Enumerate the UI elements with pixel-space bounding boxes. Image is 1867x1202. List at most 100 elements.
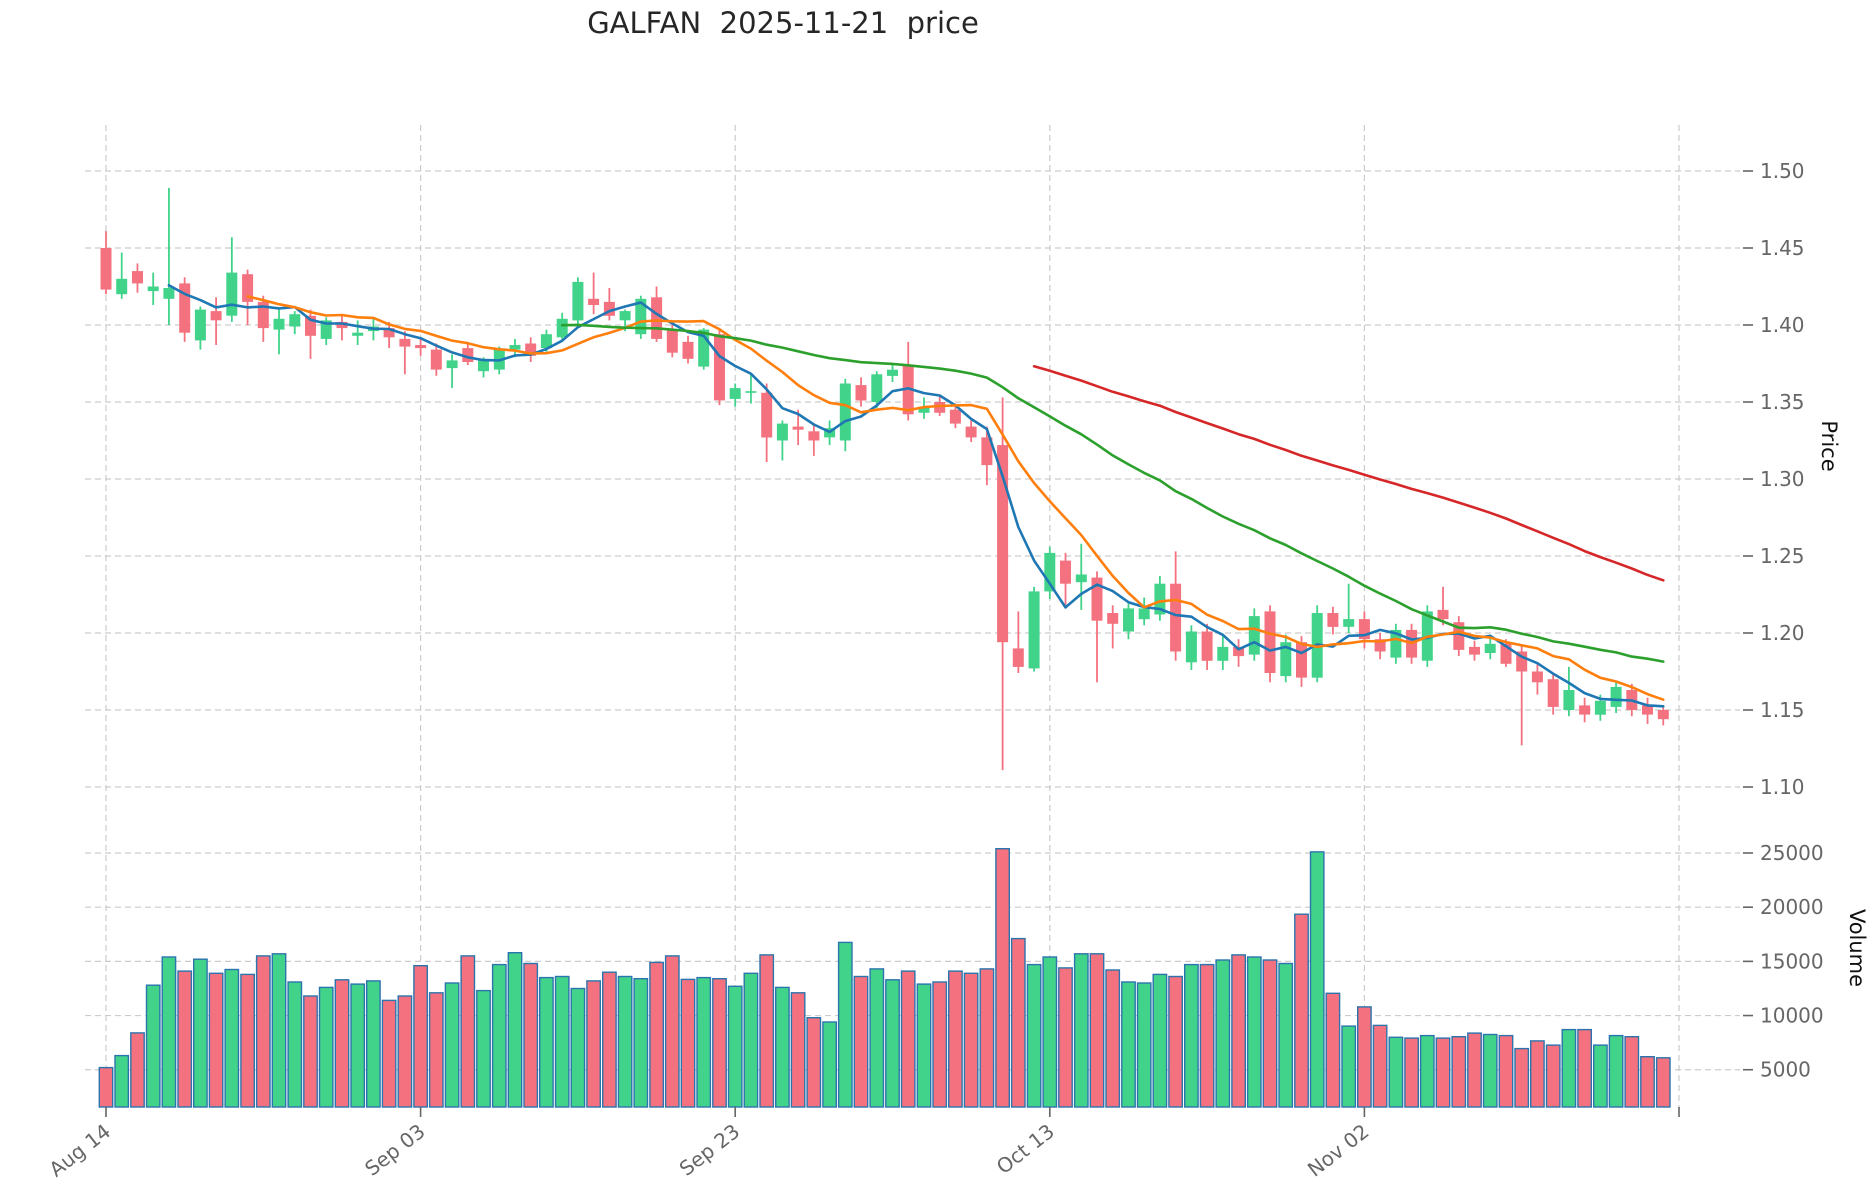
volume-bar <box>397 995 413 1108</box>
volume-bar <box>963 972 979 1108</box>
candle-body <box>997 445 1009 643</box>
volume-bar <box>1655 1057 1671 1108</box>
x-tick-label: Sep 23 <box>675 1119 745 1181</box>
candle-body <box>336 321 348 329</box>
volume-bar <box>1592 1044 1608 1108</box>
volume-bar <box>1058 967 1073 1108</box>
candle-body <box>1028 591 1040 669</box>
candle-body <box>682 341 694 359</box>
volume-bar <box>271 953 287 1108</box>
candle-body <box>1453 622 1465 650</box>
volume-bar <box>1136 982 1152 1108</box>
chart-title: GALFAN 2025-11-21 price <box>587 6 979 40</box>
candle-body <box>1657 710 1669 720</box>
candle-body <box>666 329 678 353</box>
candle-body <box>588 298 600 305</box>
candle-body <box>132 271 143 284</box>
volume-bar <box>381 999 397 1108</box>
volume-bar <box>161 956 177 1108</box>
moving-average-lines <box>167 284 1665 708</box>
ma-line-30 <box>560 323 1665 663</box>
candle-body <box>792 426 804 430</box>
candle-body <box>462 348 474 362</box>
volume-bar <box>1498 1034 1514 1108</box>
volume-bar <box>1561 1028 1577 1108</box>
candle-body <box>1201 631 1213 661</box>
candle-body <box>981 437 993 466</box>
candle-body <box>729 388 741 399</box>
volume-bar <box>1325 992 1341 1108</box>
volume-tick-label: 10000 <box>1760 1004 1824 1028</box>
volume-bar <box>303 995 318 1108</box>
candle-body <box>399 338 411 347</box>
candle-body <box>320 320 332 339</box>
volume-bar <box>240 973 255 1108</box>
x-tick-label: Nov 02 <box>1303 1119 1374 1182</box>
candle-body <box>210 311 222 321</box>
price-axis-label: Price <box>1817 420 1841 471</box>
volume-bar <box>1089 953 1105 1108</box>
candle-body <box>1327 613 1339 627</box>
volume-bar <box>696 976 712 1108</box>
volume-bar <box>1010 937 1026 1108</box>
volume-bar <box>979 968 995 1108</box>
candle-body <box>1390 629 1402 658</box>
candle-body <box>871 374 883 402</box>
candle-body <box>1091 577 1103 621</box>
candle-body <box>1107 613 1119 624</box>
volume-bar <box>1404 1037 1420 1108</box>
candle-body <box>1531 671 1543 683</box>
volume-bar <box>664 955 680 1108</box>
candle-body <box>478 360 489 372</box>
volume-bar <box>1026 963 1042 1108</box>
volume-bar <box>1608 1034 1624 1108</box>
volume-bar <box>790 992 806 1108</box>
volume-bar <box>948 970 963 1108</box>
candle-body <box>714 334 725 401</box>
candle-body <box>855 385 867 401</box>
volume-bar <box>869 968 885 1108</box>
candle-body <box>540 334 552 349</box>
candle-body <box>918 406 930 413</box>
volume-bar <box>208 972 224 1108</box>
volume-bar <box>1152 973 1168 1108</box>
volume-bar <box>1042 956 1058 1108</box>
volume-bar <box>1388 1036 1404 1108</box>
volume-bar <box>444 982 460 1108</box>
candle-body <box>430 349 442 370</box>
volume-bar <box>334 979 350 1108</box>
candle-body <box>1280 642 1292 677</box>
price-tick-label: 1.50 <box>1760 159 1805 183</box>
volume-bar <box>1341 1025 1357 1108</box>
candle-body <box>352 332 364 336</box>
candle-body <box>1594 700 1606 715</box>
candle-body <box>1296 642 1307 678</box>
volume-bar <box>885 979 900 1108</box>
candle-body <box>163 288 175 299</box>
candle-body <box>965 426 977 438</box>
volume-bar <box>366 980 381 1108</box>
volume-bar <box>822 1021 838 1108</box>
price-tick-label: 1.25 <box>1760 544 1805 568</box>
candle-body <box>1563 690 1575 710</box>
volume-bar <box>1435 1037 1451 1108</box>
volume-tick-label: 20000 <box>1760 895 1824 919</box>
volume-bar <box>1199 963 1215 1108</box>
candle-body <box>273 318 285 330</box>
volume-bar <box>507 952 523 1108</box>
candle-body <box>242 274 254 302</box>
volume-bar <box>1356 1006 1372 1108</box>
volume-bar <box>837 941 853 1108</box>
price-tick-label: 1.15 <box>1760 698 1805 722</box>
volume-bar <box>916 983 932 1108</box>
candle-body <box>761 392 773 438</box>
candle-body <box>1123 608 1134 632</box>
candle-body <box>415 345 427 349</box>
grid-layer <box>85 125 1740 1107</box>
volume-bar <box>1294 913 1309 1108</box>
candle-body <box>776 423 788 441</box>
candle-body <box>1138 608 1150 620</box>
volume-bar <box>932 981 948 1108</box>
